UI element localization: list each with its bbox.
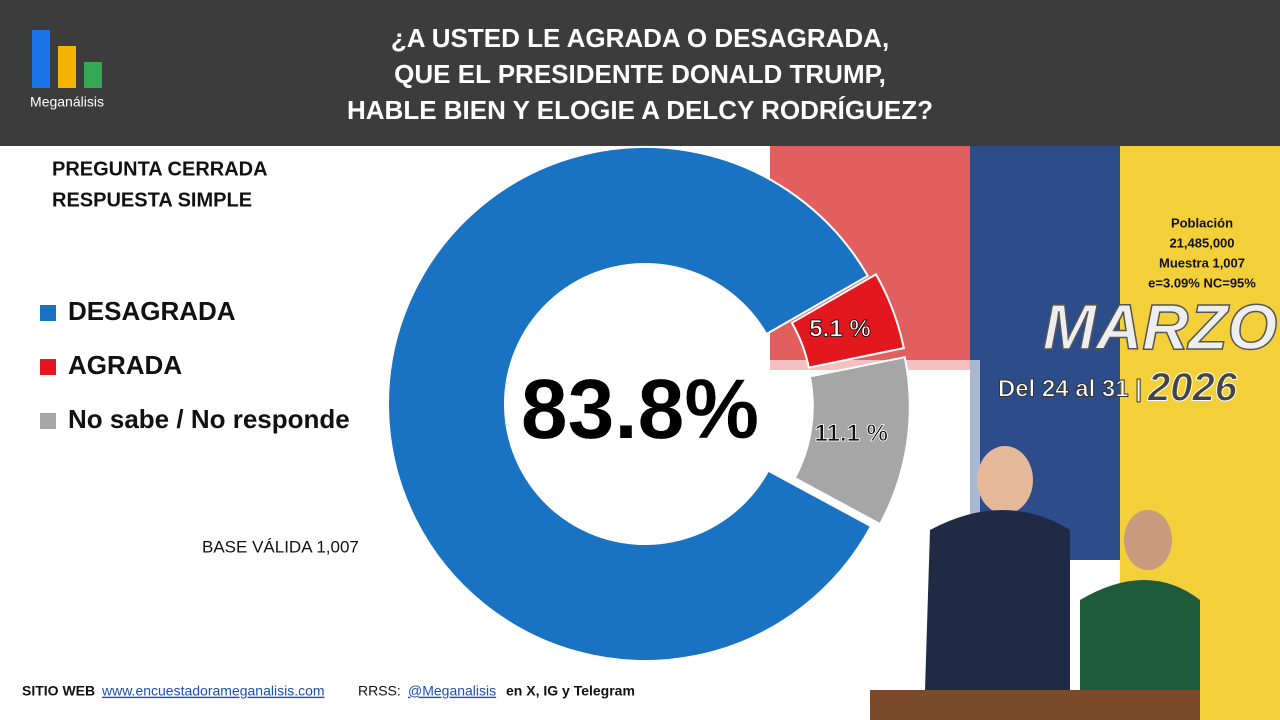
legend-swatch <box>40 305 56 321</box>
info-line: Muestra 1,007 <box>1159 255 1245 270</box>
legend-swatch <box>40 413 56 429</box>
logo-bar <box>84 62 102 88</box>
photo-figure <box>1124 510 1172 570</box>
info-line: 21,485,000 <box>1169 235 1234 250</box>
value-label: 5.1 % <box>809 316 870 343</box>
donut-slice <box>387 146 873 662</box>
legend-label: No sabe / No responde <box>68 404 350 434</box>
photo-figure <box>925 510 1070 690</box>
site-link[interactable]: www.encuestadorameganalisis.com <box>101 683 325 699</box>
legend-swatch <box>40 359 56 375</box>
question-type: RESPUESTA SIMPLE <box>52 189 252 211</box>
donut-slice <box>793 355 911 526</box>
info-line: e=3.09% NC=95% <box>1148 275 1256 290</box>
footer-label: RRSS: <box>358 683 401 699</box>
logo-bar <box>32 30 50 88</box>
brand: Meganálisis <box>30 94 104 110</box>
social-link[interactable]: @Meganalisis <box>408 683 496 699</box>
footer-text: en X, IG y Telegram <box>506 683 635 699</box>
donut-slice <box>790 273 906 369</box>
title-line: QUE EL PRESIDENTE DONALD TRUMP, <box>394 59 886 89</box>
info-line: Población <box>1171 215 1233 230</box>
footer-label: SITIO WEB <box>22 683 95 699</box>
logo-bar <box>58 46 76 88</box>
value-label: 11.1 % <box>815 420 888 447</box>
header-bar <box>0 0 1280 146</box>
date-range: Del 24 al 31 | <box>998 375 1142 402</box>
question-type: PREGUNTA CERRADA <box>52 158 268 180</box>
photo-figure <box>1080 580 1200 700</box>
title-line: ¿A USTED LE AGRADA O DESAGRADA, <box>391 23 889 53</box>
podium <box>870 690 1200 720</box>
title-line: HABLE BIEN Y ELOGIE A DELCY RODRÍGUEZ? <box>347 95 933 125</box>
year: 2026 <box>1147 366 1238 410</box>
photo-figure <box>977 446 1033 514</box>
legend-label: DESAGRADA <box>68 296 236 326</box>
base: BASE VÁLIDA 1,007 <box>202 537 359 556</box>
legend-label: AGRADA <box>68 350 182 380</box>
month: MARZO <box>1043 291 1278 363</box>
value-label: 83.8% <box>521 362 759 456</box>
